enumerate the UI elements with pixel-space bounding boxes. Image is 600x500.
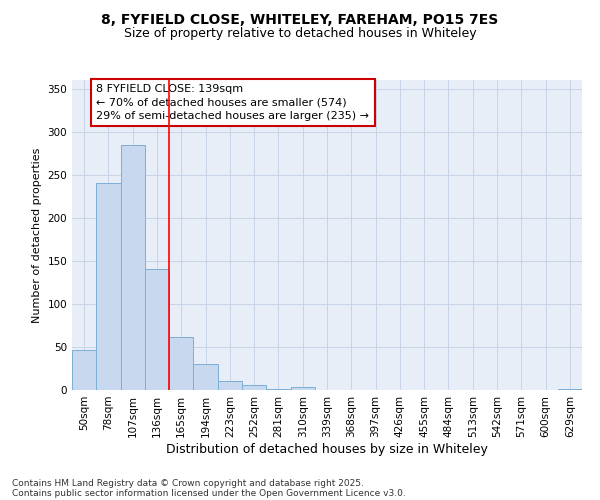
Bar (290, 388, 315, 390)
Text: Contains HM Land Registry data © Crown copyright and database right 2025.: Contains HM Land Registry data © Crown c… (12, 478, 364, 488)
Bar (96, 184, 121, 390)
Bar (121, 146, 145, 390)
Bar (193, 364, 218, 390)
X-axis label: Distribution of detached houses by size in Whiteley: Distribution of detached houses by size … (166, 442, 488, 456)
Bar (242, 385, 266, 390)
Bar (266, 389, 290, 390)
Text: 8 FYFIELD CLOSE: 139sqm
← 70% of detached houses are smaller (574)
29% of semi-d: 8 FYFIELD CLOSE: 139sqm ← 70% of detache… (96, 84, 369, 120)
Text: Size of property relative to detached houses in Whiteley: Size of property relative to detached ho… (124, 28, 476, 40)
Bar (145, 270, 169, 390)
Bar (72, 350, 96, 390)
Text: Contains public sector information licensed under the Open Government Licence v3: Contains public sector information licen… (12, 488, 406, 498)
Bar (218, 382, 242, 390)
Text: 8, FYFIELD CLOSE, WHITELEY, FAREHAM, PO15 7ES: 8, FYFIELD CLOSE, WHITELEY, FAREHAM, PO1… (101, 12, 499, 26)
Y-axis label: Number of detached properties: Number of detached properties (32, 148, 42, 322)
Bar (558, 389, 582, 390)
Bar (169, 336, 193, 390)
